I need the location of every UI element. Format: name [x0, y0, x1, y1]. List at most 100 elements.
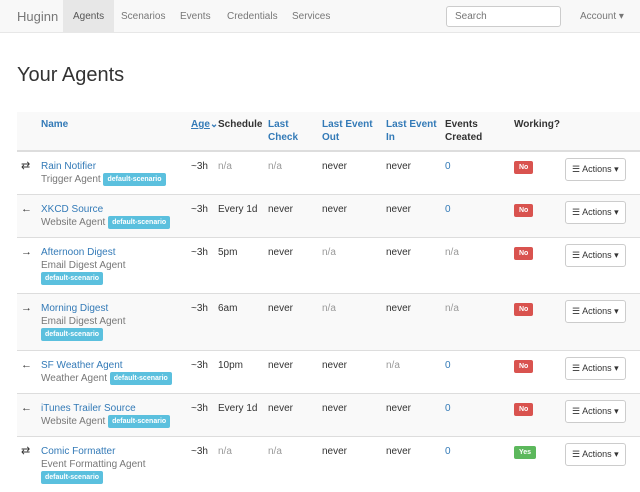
navbar: Huginn Agents Scenarios Events Credentia…: [0, 0, 640, 33]
last-event-in: never: [382, 194, 441, 238]
schedule: n/a: [214, 150, 264, 195]
scenario-label[interactable]: default-scenario: [41, 272, 104, 286]
sort-last-event-out[interactable]: Last Event Out: [322, 119, 373, 143]
events-created: n/a: [445, 247, 459, 259]
actions-label: Actions ▾: [582, 405, 619, 416]
transfer-icon: ⇄: [21, 160, 31, 172]
sort-desc-icon: ⌄: [209, 119, 219, 130]
last-check: never: [264, 194, 318, 238]
schedule: Every 1d: [214, 392, 264, 437]
events-created-link[interactable]: 0: [445, 161, 451, 172]
actions-button[interactable]: ☰ Actions ▾: [565, 201, 626, 225]
header-working: Working?: [510, 112, 561, 152]
actions-label: Actions ▾: [582, 207, 619, 218]
age: ~3h: [187, 194, 214, 238]
agent-type: Weather Agent: [41, 372, 107, 384]
last-event-in: never: [382, 237, 441, 294]
last-check: never: [264, 237, 318, 294]
nav-agents[interactable]: Agents: [63, 0, 115, 32]
age: ~3h: [187, 150, 214, 195]
brand-logo[interactable]: Huginn: [17, 9, 59, 24]
arrow-right-icon: →: [21, 302, 32, 315]
scenario-label[interactable]: default-scenario: [109, 371, 172, 385]
sort-last-check[interactable]: Last Check: [268, 119, 299, 143]
agent-link[interactable]: Comic Formatter: [41, 445, 116, 457]
scenario-label[interactable]: default-scenario: [108, 414, 171, 428]
list-icon: ☰: [572, 250, 583, 261]
agent-link[interactable]: XKCD Source: [41, 204, 104, 216]
scenario-label[interactable]: default-scenario: [103, 173, 166, 186]
actions-button[interactable]: ☰ Actions ▾: [565, 399, 626, 423]
working-badge: No: [514, 247, 534, 261]
agent-link[interactable]: Morning Digest: [41, 303, 109, 315]
agent-link[interactable]: Rain Notifier: [41, 161, 97, 172]
nav-credentials[interactable]: Credentials: [227, 11, 278, 22]
working-badge: No: [514, 359, 534, 373]
scenario-label[interactable]: default-scenario: [41, 470, 104, 484]
events-created-link[interactable]: 0: [445, 204, 451, 216]
working-badge: No: [514, 402, 534, 416]
search-input[interactable]: [446, 6, 561, 27]
last-event-in: never: [382, 435, 441, 492]
actions-button[interactable]: ☰ Actions ▾: [565, 158, 626, 181]
last-event-out: never: [318, 349, 382, 394]
table-row: → Morning Digest Email Digest Agent defaul…: [17, 293, 640, 351]
last-event-out: never: [318, 392, 382, 437]
page-title: Your Agents: [17, 64, 125, 86]
agent-link[interactable]: iTunes Trailer Source: [41, 402, 136, 414]
agent-type: Email Digest Agent: [41, 316, 126, 328]
last-event-in: never: [382, 293, 441, 351]
last-check: n/a: [264, 150, 318, 195]
actions-label: Actions ▾: [582, 362, 619, 373]
agent-type: Email Digest Agent: [41, 260, 126, 272]
last-event-out: n/a: [318, 237, 382, 294]
agent-type: Website Agent: [41, 415, 106, 427]
events-created-link[interactable]: 0: [445, 359, 451, 371]
events-created-link[interactable]: 0: [445, 445, 451, 457]
transfer-icon: ⇄: [21, 444, 31, 457]
arrow-left-icon: ←: [21, 203, 32, 216]
scenario-label[interactable]: default-scenario: [41, 328, 104, 342]
schedule: n/a: [214, 435, 264, 492]
nav-scenarios[interactable]: Scenarios: [121, 11, 166, 22]
table-header: Name Age⌄ Schedule Last Check Last Event…: [17, 112, 640, 152]
last-event-out: never: [318, 150, 382, 195]
working-badge: No: [514, 161, 534, 174]
agent-type: Event Formatting Agent: [41, 458, 146, 470]
working-badge: No: [514, 204, 534, 218]
actions-button[interactable]: ☰ Actions ▾: [565, 356, 626, 380]
sort-last-event-in[interactable]: Last Event In: [386, 119, 437, 143]
events-created-link[interactable]: 0: [445, 402, 451, 414]
agent-type: Website Agent: [41, 217, 106, 229]
last-event-in: n/a: [382, 349, 441, 394]
actions-label: Actions ▾: [582, 164, 619, 174]
table-row: ⇄ Comic Formatter Event Formatting Agent d…: [17, 435, 640, 492]
schedule: 5pm: [214, 237, 264, 294]
actions-label: Actions ▾: [582, 250, 619, 261]
nav-services[interactable]: Services: [292, 11, 331, 22]
account-menu[interactable]: Account ▾: [580, 11, 624, 22]
schedule: 10pm: [214, 349, 264, 394]
nav-events[interactable]: Events: [180, 11, 211, 22]
actions-button[interactable]: ☰ Actions ▾: [565, 442, 626, 466]
agent-link[interactable]: SF Weather Agent: [41, 359, 123, 371]
sort-name[interactable]: Name: [41, 119, 69, 130]
list-icon: ☰: [572, 405, 583, 416]
table-row: ← XKCD Source Website Agent default-scena…: [17, 194, 640, 238]
agents-table: Name Age⌄ Schedule Last Check Last Event…: [17, 112, 640, 492]
arrow-left-icon: ←: [21, 358, 32, 371]
last-event-in: never: [382, 392, 441, 437]
actions-button[interactable]: ☰ Actions ▾: [565, 300, 626, 324]
last-event-out: never: [318, 194, 382, 238]
list-icon: ☰: [572, 362, 583, 373]
sort-age[interactable]: Age: [191, 119, 210, 130]
actions-button[interactable]: ☰ Actions ▾: [565, 244, 626, 268]
working-badge: No: [514, 303, 534, 317]
table-row: ← SF Weather Agent Weather Agent default-…: [17, 349, 640, 394]
scenario-label[interactable]: default-scenario: [108, 216, 171, 230]
last-event-out: n/a: [318, 293, 382, 351]
agent-link[interactable]: Afternoon Digest: [41, 247, 116, 259]
arrow-right-icon: →: [21, 246, 32, 259]
header-schedule: Schedule: [214, 112, 264, 152]
header-events-created: Events Created: [441, 112, 510, 152]
